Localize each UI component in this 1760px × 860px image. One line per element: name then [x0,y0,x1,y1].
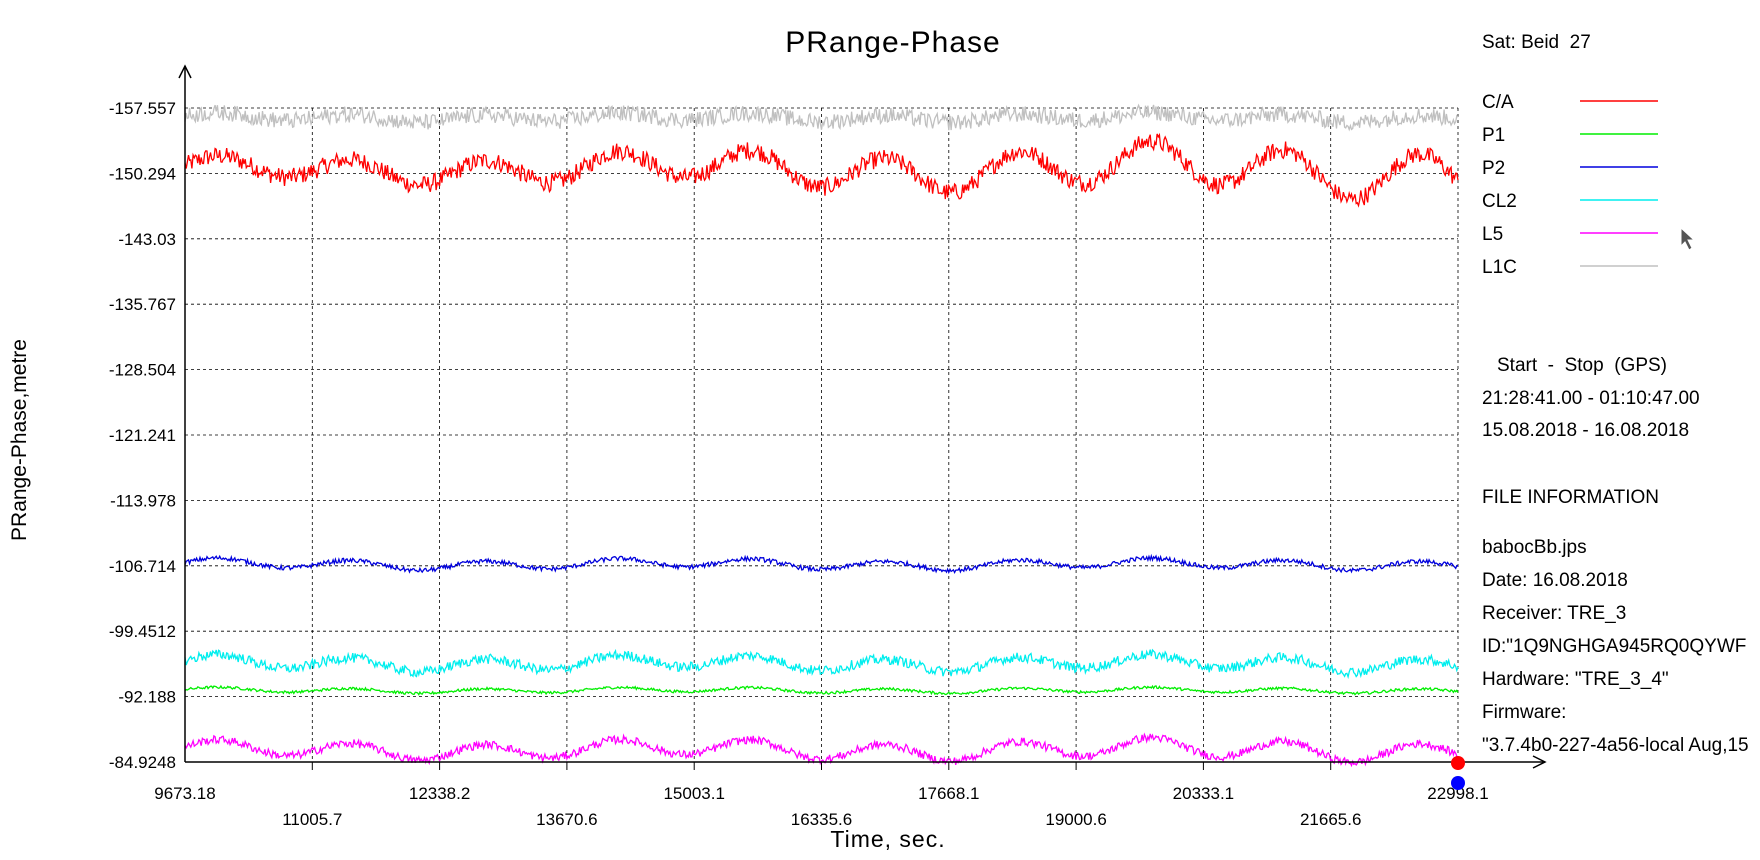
series-line-p2 [184,553,1459,575]
file-name: babocBb.jps [1482,537,1587,558]
y-tick-label: -99.4512 [109,622,176,641]
legend-label-l5: L5 [1482,224,1503,245]
y-tick-label: -157.557 [109,99,176,118]
y-tick-label: -92.188 [118,688,176,707]
series-line-p1 [184,684,1459,696]
end-marker-red [1451,756,1465,770]
chart-title: PRange-Phase [785,26,1000,59]
x-tick-labels: 9673.18 11005.7 12338.2 13670.6 15003.1 16335… [154,784,1488,829]
y-tick-label: -143.03 [118,230,176,249]
date-range: 15.08.2018 - 16.08.2018 [1482,420,1689,441]
axes [178,64,1547,769]
x-tick-label: 21665.6 [1300,810,1361,829]
time-range: 21:28:41.00 - 01:10:47.00 [1482,388,1700,409]
y-axis-arrow [178,64,192,79]
firmware-label: Firmware: [1482,702,1566,723]
series-line-cl2 [184,648,1459,680]
end-marker-blue [1451,776,1465,790]
info-panel: Sat: Beid 27 Start - Stop (GPS) 21:28:41… [1482,32,1749,756]
y-tick-label: -84.9248 [109,753,176,772]
x-tick-label: 15003.1 [663,784,724,803]
legend-label-p1: P1 [1482,125,1505,146]
y-tick-label: -113.978 [110,491,176,510]
x-tick-label: 12338.2 [409,784,470,803]
legend-label-c-a: C/A [1482,92,1514,113]
range-header: Start - Stop (GPS) [1497,355,1667,376]
x-axis-label: Time, sec. [830,826,945,852]
receiver-id: ID:"1Q9NGHGA945RQ0QYWF [1482,636,1746,657]
mouse-cursor-icon [1680,226,1696,251]
x-tick-label: 22998.1 [1427,784,1488,803]
y-tick-label: -150.294 [109,164,176,183]
legend-label-p2: P2 [1482,158,1505,179]
x-tick-label: 13670.6 [536,810,597,829]
x-tick-label: 11005.7 [282,810,342,829]
series-line-c-a [184,132,1459,208]
y-tick-label: -128.504 [109,361,176,380]
x-tick-label: 9673.18 [154,784,215,803]
grid [185,107,1459,770]
satellite-label: Sat: Beid 27 [1482,32,1591,53]
x-axis-arrow [1532,755,1547,769]
legend-label-cl2: CL2 [1482,191,1517,212]
file-info-header: FILE INFORMATION [1482,487,1659,508]
x-tick-label: 20333.1 [1173,784,1234,803]
y-tick-label: -121.241 [109,426,176,445]
firmware-value: "3.7.4b0-227-4a56-local Aug,15 [1482,735,1749,756]
y-axis-label: PRange-Phase,metre [8,339,31,541]
series-group [184,103,1459,768]
series-line-l1c [184,103,1459,132]
y-tick-labels: -84.9248 -92.188 -99.4512 -106.714 -113.978 -… [109,99,176,772]
receiver: Receiver: TRE_3 [1482,603,1626,624]
x-tick-label: 17668.1 [918,784,979,803]
y-tick-label: -135.767 [109,295,176,314]
y-tick-label: -106.714 [109,557,176,576]
hardware: Hardware: "TRE_3_4" [1482,669,1669,690]
x-tick-label: 19000.6 [1045,810,1106,829]
file-date: Date: 16.08.2018 [1482,570,1628,591]
series-line-l5 [184,732,1459,768]
legend-label-l1c: L1C [1482,257,1517,278]
legend: C/A P1 P2 CL2 L5 L1C [1482,92,1658,278]
x-tick-label: 16335.6 [791,810,852,829]
